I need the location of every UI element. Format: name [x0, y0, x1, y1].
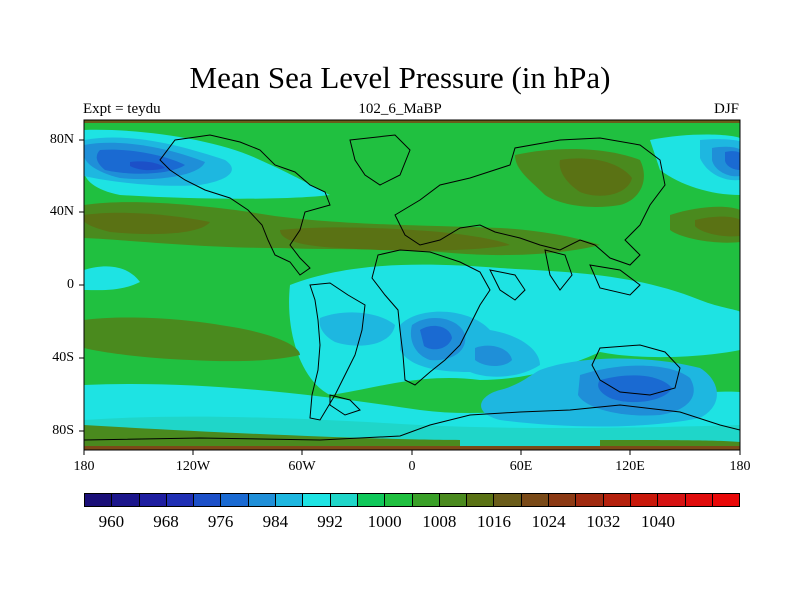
map-title: Mean Sea Level Pressure (in hPa)	[189, 60, 611, 95]
colorbar-label: 992	[317, 512, 343, 531]
x-tick-label: 0	[408, 459, 416, 474]
y-tick-label: 0	[67, 277, 74, 292]
colorbar-swatch	[330, 494, 358, 506]
colorbar-swatch	[357, 494, 386, 506]
colorbar-swatch	[630, 494, 659, 506]
colorbar-swatch	[521, 494, 550, 506]
colorbar-swatch	[412, 494, 440, 506]
axis-ticks	[79, 139, 741, 455]
colorbar-swatch	[221, 494, 249, 506]
colorbar-swatch	[712, 494, 740, 506]
colorbar	[84, 493, 740, 507]
colorbar-label: 1024	[531, 512, 566, 531]
colorbar-label: 1032	[586, 512, 621, 531]
colorbar-label: 1000	[367, 512, 402, 531]
colorbar-swatch	[576, 494, 604, 506]
colorbar-swatch	[685, 494, 713, 506]
colorbar-swatch	[139, 494, 167, 506]
colorbar-label: 1040	[641, 512, 675, 531]
y-tick-label: 80S	[52, 423, 74, 438]
colorbar-swatch	[194, 494, 222, 506]
colorbar-swatch	[166, 494, 195, 506]
colorbar-label: 976	[207, 512, 234, 531]
colorbar-swatch	[439, 494, 468, 506]
colorbar-label: 1008	[422, 512, 457, 531]
colorbar-swatch	[248, 494, 277, 506]
colorbar-swatch	[467, 494, 495, 506]
coastlines	[84, 134, 740, 441]
season-label: DJF	[713, 101, 739, 117]
x-tick-label: 60E	[509, 459, 533, 474]
colorbar-swatch	[494, 494, 522, 506]
y-tick-label: 80N	[49, 132, 74, 147]
colorbar-label: 984	[262, 512, 289, 531]
colorbar-swatch	[276, 494, 304, 506]
colorbar-label: 968	[153, 512, 179, 531]
y-tick-label: 40N	[49, 204, 74, 219]
colorbar-swatch	[603, 494, 631, 506]
x-tick-label: 60W	[288, 459, 316, 474]
colorbar-swatch	[658, 494, 686, 506]
x-tick-label: 120W	[175, 459, 211, 474]
colorbar-swatch	[85, 494, 113, 506]
run-label: 102_6_MaBP	[358, 101, 442, 117]
x-tick-label: 180	[73, 459, 95, 474]
colorbar-swatch	[112, 494, 140, 506]
colorbar-label: 960	[98, 512, 125, 531]
colorbar-label: 1016	[477, 512, 511, 531]
contour-fill	[84, 120, 740, 450]
colorbar-swatch	[303, 494, 331, 506]
colorbar-swatch	[385, 494, 413, 506]
x-tick-label: 180	[729, 459, 751, 474]
colorbar-swatch	[549, 494, 577, 506]
experiment-label: Expt = teydu	[83, 101, 161, 117]
x-tick-label: 120E	[615, 459, 645, 474]
y-tick-label: 40S	[52, 350, 74, 365]
